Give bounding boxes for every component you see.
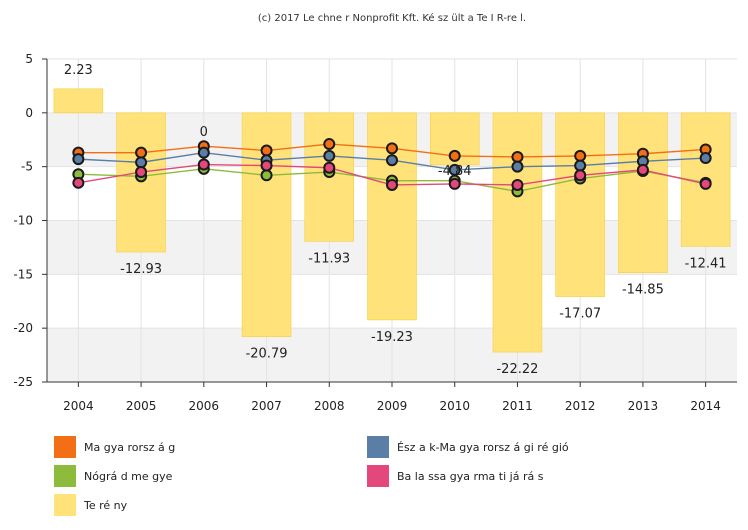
point-balassagyarmat (135, 166, 148, 179)
data-label: -14.85 (622, 283, 664, 298)
bar-tereny (116, 112, 166, 253)
point-balassagyarmat (699, 177, 712, 190)
point-eszak-magyarorszag (386, 154, 398, 167)
chart-caption: (c) 2017 Le chne r Nonprofit Kft. Ké sz … (258, 12, 526, 24)
point-eszak-magyarorszag (197, 146, 210, 159)
point-balassagyarmat (72, 176, 85, 189)
data-label: -12.41 (685, 256, 727, 271)
legend-label: Ba la ssa gya rma ti já rá s (397, 470, 544, 483)
y-tick-label: -5 (21, 160, 33, 174)
x-tick-label: 2004 (63, 399, 94, 413)
point-balassagyarmat (323, 161, 336, 174)
data-label: -22.22 (496, 362, 538, 377)
legend-swatch (54, 494, 76, 516)
y-tick-label: 5 (25, 52, 33, 66)
point-balassagyarmat (574, 169, 587, 182)
point-balassagyarmat (386, 178, 398, 191)
data-label: -11.93 (308, 251, 350, 266)
point-balassagyarmat (511, 178, 524, 191)
point-eszak-magyarorszag (511, 160, 524, 173)
data-label: -4.84 (438, 164, 472, 179)
legend-swatch (54, 465, 76, 487)
legend-swatch (367, 436, 389, 458)
legend-label: Ész a k-Ma gya rorsz á gi ré gió (397, 441, 569, 454)
point-magyarorszag (511, 150, 524, 163)
x-tick-label: 2007 (251, 399, 282, 413)
point-eszak-magyarorszag (699, 152, 712, 165)
data-label: -12.93 (120, 262, 162, 277)
x-tick-label: 2009 (377, 399, 408, 413)
bar-tereny (618, 112, 668, 274)
x-tick-label: 2011 (502, 399, 533, 413)
legend-label: Ma gya rorsz á g (84, 441, 175, 454)
point-eszak-magyarorszag (574, 159, 587, 172)
x-tick-label: 2006 (189, 399, 220, 413)
legend-label: Nógrá d me gye (84, 470, 173, 483)
x-tick-label: 2014 (690, 399, 721, 413)
y-tick-label: -25 (13, 375, 33, 389)
point-eszak-magyarorszag (135, 156, 148, 169)
point-balassagyarmat (197, 158, 210, 171)
y-tick-label: -15 (13, 267, 33, 281)
point-balassagyarmat (448, 177, 461, 190)
point-balassagyarmat (636, 163, 649, 176)
bar-tereny (492, 112, 543, 353)
x-tick-label: 2010 (439, 399, 470, 413)
x-tick-label: 2012 (565, 399, 596, 413)
x-tick-label: 2005 (126, 399, 157, 413)
y-tick-label: -20 (13, 321, 33, 335)
x-tick-label: 2008 (314, 399, 345, 413)
point-magyarorszag (574, 149, 587, 162)
point-eszak-magyarorszag (72, 153, 85, 166)
y-tick-label: -10 (13, 214, 33, 228)
data-label: -20.79 (246, 347, 288, 362)
point-magyarorszag (323, 138, 336, 151)
data-label: -17.07 (559, 307, 601, 322)
legend-label: Te ré ny (83, 499, 128, 512)
point-balassagyarmat (260, 159, 273, 172)
bar-tereny (555, 112, 605, 297)
bar-tereny (53, 88, 104, 114)
point-magyarorszag (448, 149, 461, 162)
point-magyarorszag (386, 142, 398, 155)
x-tick-label: 2013 (628, 399, 659, 413)
data-label: 0 (200, 125, 208, 140)
point-eszak-magyarorszag (323, 149, 336, 162)
legend-swatch (367, 465, 389, 487)
y-tick-label: 0 (25, 106, 33, 120)
point-nograd (260, 169, 273, 182)
data-label: -19.23 (371, 330, 413, 345)
data-label: 2.23 (64, 63, 93, 78)
point-magyarorszag (135, 146, 148, 159)
point-magyarorszag (260, 144, 273, 157)
legend-swatch (54, 436, 76, 458)
